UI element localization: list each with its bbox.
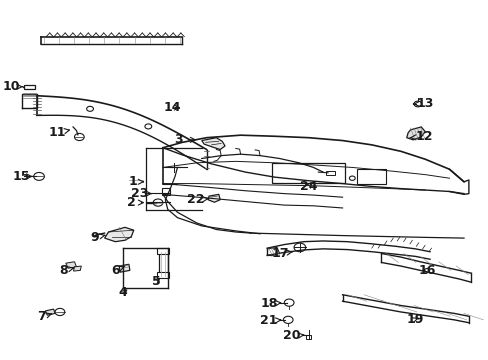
Bar [325, 171, 335, 175]
Text: 13: 13 [413, 98, 433, 111]
Text: 20: 20 [283, 329, 303, 342]
Bar [159, 252, 167, 277]
Bar [162, 188, 169, 195]
Polygon shape [65, 262, 76, 268]
Text: 9: 9 [90, 231, 105, 244]
Polygon shape [73, 266, 81, 271]
Text: 21: 21 [260, 314, 280, 328]
Polygon shape [45, 309, 55, 315]
Text: 14: 14 [163, 101, 181, 114]
Text: 2: 2 [127, 196, 143, 209]
Text: 22: 22 [187, 193, 207, 206]
Text: 24: 24 [299, 180, 317, 193]
Bar [24, 85, 35, 89]
Text: 12: 12 [409, 130, 432, 144]
Text: 18: 18 [260, 297, 280, 310]
Text: 3: 3 [174, 133, 195, 146]
Polygon shape [119, 264, 130, 272]
Text: 10: 10 [2, 80, 23, 93]
Text: 6: 6 [111, 264, 124, 277]
Text: 15: 15 [12, 170, 33, 183]
Polygon shape [202, 138, 224, 149]
Text: 23: 23 [131, 187, 151, 200]
Text: 5: 5 [151, 275, 160, 288]
Polygon shape [104, 227, 134, 242]
Text: 4: 4 [119, 287, 127, 300]
Text: 17: 17 [271, 247, 292, 260]
Bar [356, 169, 386, 184]
Text: 1: 1 [128, 175, 143, 188]
Polygon shape [207, 194, 220, 202]
Text: 11: 11 [48, 126, 69, 139]
Polygon shape [406, 127, 424, 140]
Text: 16: 16 [418, 264, 435, 277]
Text: 7: 7 [37, 310, 51, 324]
Bar [157, 272, 169, 278]
Bar [157, 248, 169, 253]
Text: 19: 19 [406, 312, 423, 326]
Bar [305, 335, 310, 338]
Text: 8: 8 [59, 264, 73, 277]
Bar [272, 163, 345, 183]
